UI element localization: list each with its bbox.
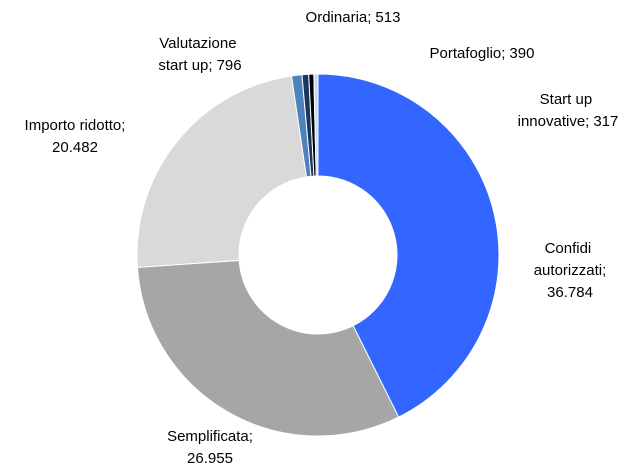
data-label-separator: ; [208,57,212,74]
data-label-line: start up [158,57,208,74]
data-label-line: Start up [540,91,597,108]
data-label: Valutazione start up; 796 [158,35,241,74]
data-label-value: 317 [593,113,618,130]
data-label-separator: ; [585,113,589,130]
data-label: Start up innovative; 317 [518,91,619,130]
data-label-category: Semplificata [167,428,249,445]
data-label-category: Importo ridotto [25,117,122,134]
data-label: Portafoglio; 390 [430,45,535,62]
data-label-category: Portafoglio [430,45,502,62]
data-label-line: innovative [518,113,586,130]
data-label-value: 390 [509,45,534,62]
data-label-line: autorizzati [534,262,602,279]
data-label-value: 36.784 [547,284,593,301]
data-label: Confidi autorizzati; 36.784 [534,240,607,301]
data-label-separator: ; [367,9,371,26]
data-label-separator: ; [501,45,505,62]
data-label-category: Ordinaria [306,9,368,26]
data-label-separator: ; [602,262,606,279]
data-label: Ordinaria; 513 [306,9,401,26]
donut-slice [313,73,319,177]
data-label: Importo ridotto; 20.482 [25,117,126,156]
data-label: Semplificata; 26.955 [167,428,253,465]
data-label-value: 513 [375,9,400,26]
donut-slice [317,73,500,418]
data-label-value: 26.955 [187,450,233,465]
data-label-separator: ; [249,428,253,445]
data-label-category: Start up innovative [518,91,597,130]
data-label-separator: ; [121,117,125,134]
data-label-value: 796 [217,57,242,74]
donut-slice [136,75,308,268]
data-label-value: 20.482 [52,139,98,156]
data-label-category: Valutazione start up [158,35,240,74]
donut-slice [136,259,400,437]
data-label-category: Confidi autorizzati [534,240,602,279]
data-label-line: Confidi [545,240,596,257]
data-label-line: Valutazione [159,35,240,52]
